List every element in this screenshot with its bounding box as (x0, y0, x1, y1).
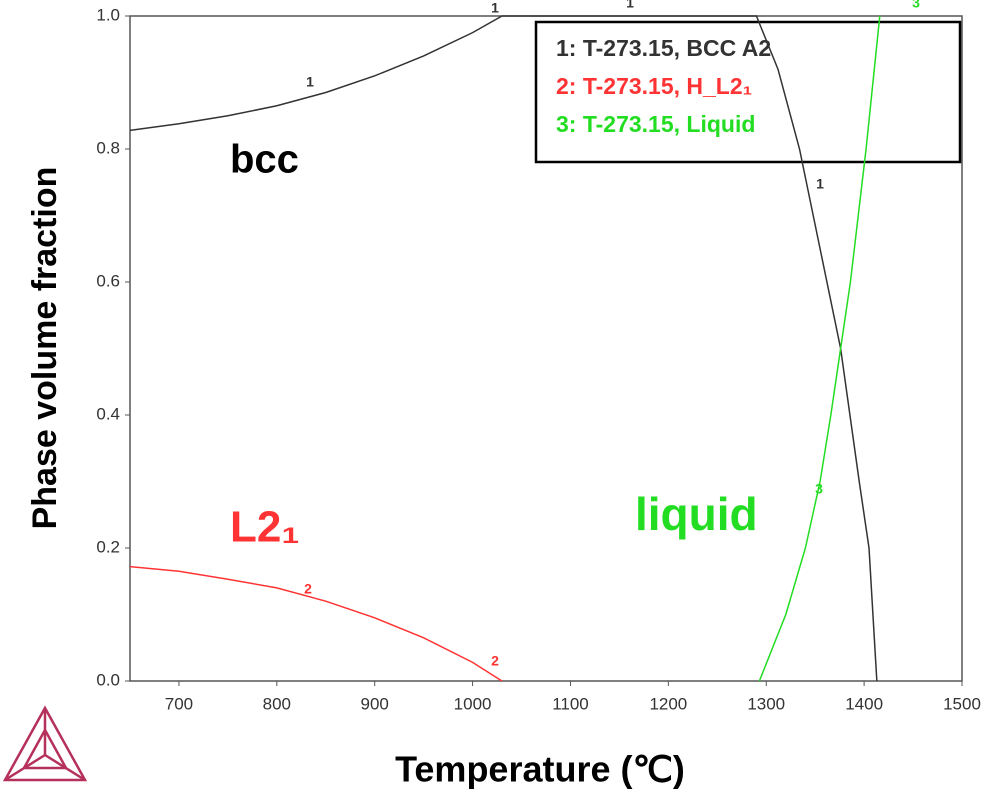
logo (2, 705, 88, 782)
x-tick-label: 1000 (454, 694, 492, 713)
y-tick-label: 1.0 (96, 5, 120, 24)
series-line (129, 565, 503, 682)
curve-label: 1 (491, 0, 499, 16)
curve-label: 1 (816, 176, 824, 192)
y-tick-label: 0.8 (96, 138, 120, 157)
x-tick-label: 700 (165, 694, 193, 713)
x-tick-label: 800 (263, 694, 291, 713)
legend-entry: 1: T-273.15, BCC A2 (556, 35, 771, 61)
legend-entry: 2: T-273.15, H_L2₁ (556, 73, 752, 99)
curve-label: 2 (491, 653, 499, 669)
x-tick-label: 900 (361, 694, 389, 713)
annotation: L2₁ (230, 503, 300, 552)
legend-entry: 3: T-273.15, Liquid (556, 111, 755, 137)
curve-label: 2 (304, 581, 312, 597)
x-tick-label: 1400 (845, 694, 883, 713)
curve-label: 3 (912, 0, 920, 11)
series-line (758, 15, 881, 682)
y-tick-label: 0.0 (96, 670, 120, 689)
x-tick-label: 1100 (552, 694, 589, 713)
curve-label: 1 (306, 74, 314, 90)
x-tick-label: 1300 (747, 694, 785, 713)
y-tick-label: 0.6 (96, 271, 120, 290)
x-axis-title: Temperature (℃) (395, 749, 685, 790)
x-tick-label: 1200 (649, 694, 687, 713)
annotation: liquid (635, 488, 758, 540)
y-axis-title: Phase volume fraction (26, 167, 64, 530)
x-tick-label: 1500 (943, 694, 981, 713)
curve-label: 3 (815, 481, 823, 497)
legend-box (534, 20, 962, 164)
y-tick-label: 0.4 (96, 404, 120, 423)
annotation: bcc (230, 138, 299, 182)
y-tick-label: 0.2 (96, 537, 120, 556)
curve-label: 1 (626, 0, 634, 11)
